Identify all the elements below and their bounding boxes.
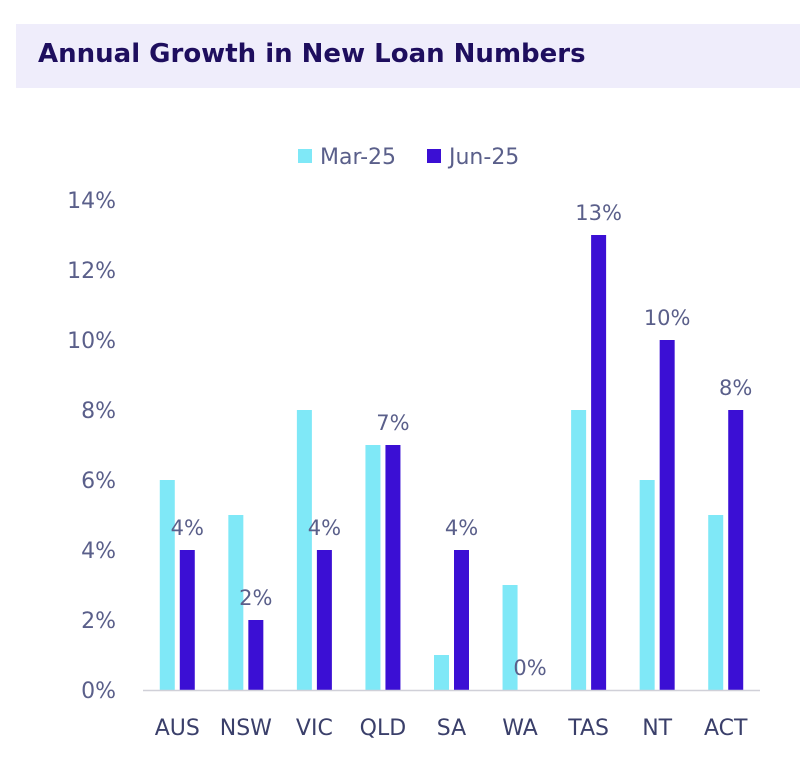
x-tick-label: WA (502, 716, 538, 741)
legend: Mar-25 Jun-25 (298, 145, 519, 170)
bar-jun-25 (454, 550, 469, 690)
bar-jun-25 (248, 620, 264, 690)
bars (159, 235, 744, 690)
category-group (639, 340, 675, 690)
x-tick-label: SA (437, 716, 466, 741)
title-banner: Annual Growth in New Loan Numbers (16, 24, 800, 88)
bar-mar-25 (502, 585, 518, 690)
bar-mar-25 (228, 515, 244, 690)
category-group (296, 410, 332, 690)
data-label: 4% (171, 516, 204, 540)
bar-mar-25 (159, 480, 175, 690)
y-tick-label: 6% (81, 469, 116, 494)
y-tick-label: 14% (67, 189, 116, 214)
x-tick-label: QLD (360, 716, 407, 741)
data-labels: 4% 2% 4% 7% 4% 0% 13% 10% 8% (171, 201, 753, 680)
x-tick-label: VIC (296, 716, 333, 741)
category-group (502, 585, 518, 690)
data-label: 0% (513, 656, 546, 680)
category-group (708, 410, 744, 690)
chart-title: Annual Growth in New Loan Numbers (38, 39, 586, 69)
legend-label: Jun-25 (447, 145, 519, 170)
legend-label: Mar-25 (320, 145, 396, 170)
data-label: 8% (719, 376, 752, 400)
bar-jun-25 (591, 235, 607, 690)
bar-jun-25 (728, 410, 744, 690)
x-tick-label: NT (642, 716, 672, 741)
bar-jun-25 (316, 550, 332, 690)
bar-mar-25 (708, 515, 724, 690)
legend-swatch (427, 149, 441, 163)
x-axis: AUS NSW VIC QLD SA WA TAS NT ACT (143, 689, 760, 741)
legend-item: Mar-25 (298, 145, 396, 170)
data-label: 7% (376, 411, 409, 435)
category-group (159, 480, 195, 690)
x-tick-label: AUS (155, 716, 200, 741)
y-tick-label: 2% (81, 609, 116, 634)
y-tick-label: 12% (67, 259, 116, 284)
category-group (434, 550, 469, 690)
category-group (228, 515, 264, 690)
y-tick-label: 8% (81, 399, 116, 424)
data-label: 13% (575, 201, 622, 225)
y-tick-label: 0% (81, 679, 116, 704)
x-tick-label: ACT (704, 716, 748, 741)
legend-swatch (298, 149, 312, 163)
bar-mar-25 (365, 445, 381, 690)
bar-jun-25 (179, 550, 195, 690)
bar-mar-25 (434, 655, 449, 690)
bar-jun-25 (659, 340, 675, 690)
x-tick-label: TAS (567, 716, 609, 741)
data-label: 2% (239, 586, 272, 610)
data-label: 4% (445, 516, 478, 540)
bar-mar-25 (296, 410, 312, 690)
y-tick-label: 4% (81, 539, 116, 564)
y-axis: 0% 2% 4% 6% 8% 10% 12% 14% (67, 189, 116, 704)
bar-jun-25 (385, 445, 401, 690)
bar-mar-25 (639, 480, 655, 690)
legend-item: Jun-25 (427, 145, 519, 170)
bar-mar-25 (571, 410, 587, 690)
data-label: 10% (644, 306, 691, 330)
category-group (571, 235, 607, 690)
y-tick-label: 10% (67, 329, 116, 354)
x-tick-label: NSW (220, 716, 272, 741)
category-group (365, 445, 401, 690)
data-label: 4% (308, 516, 341, 540)
